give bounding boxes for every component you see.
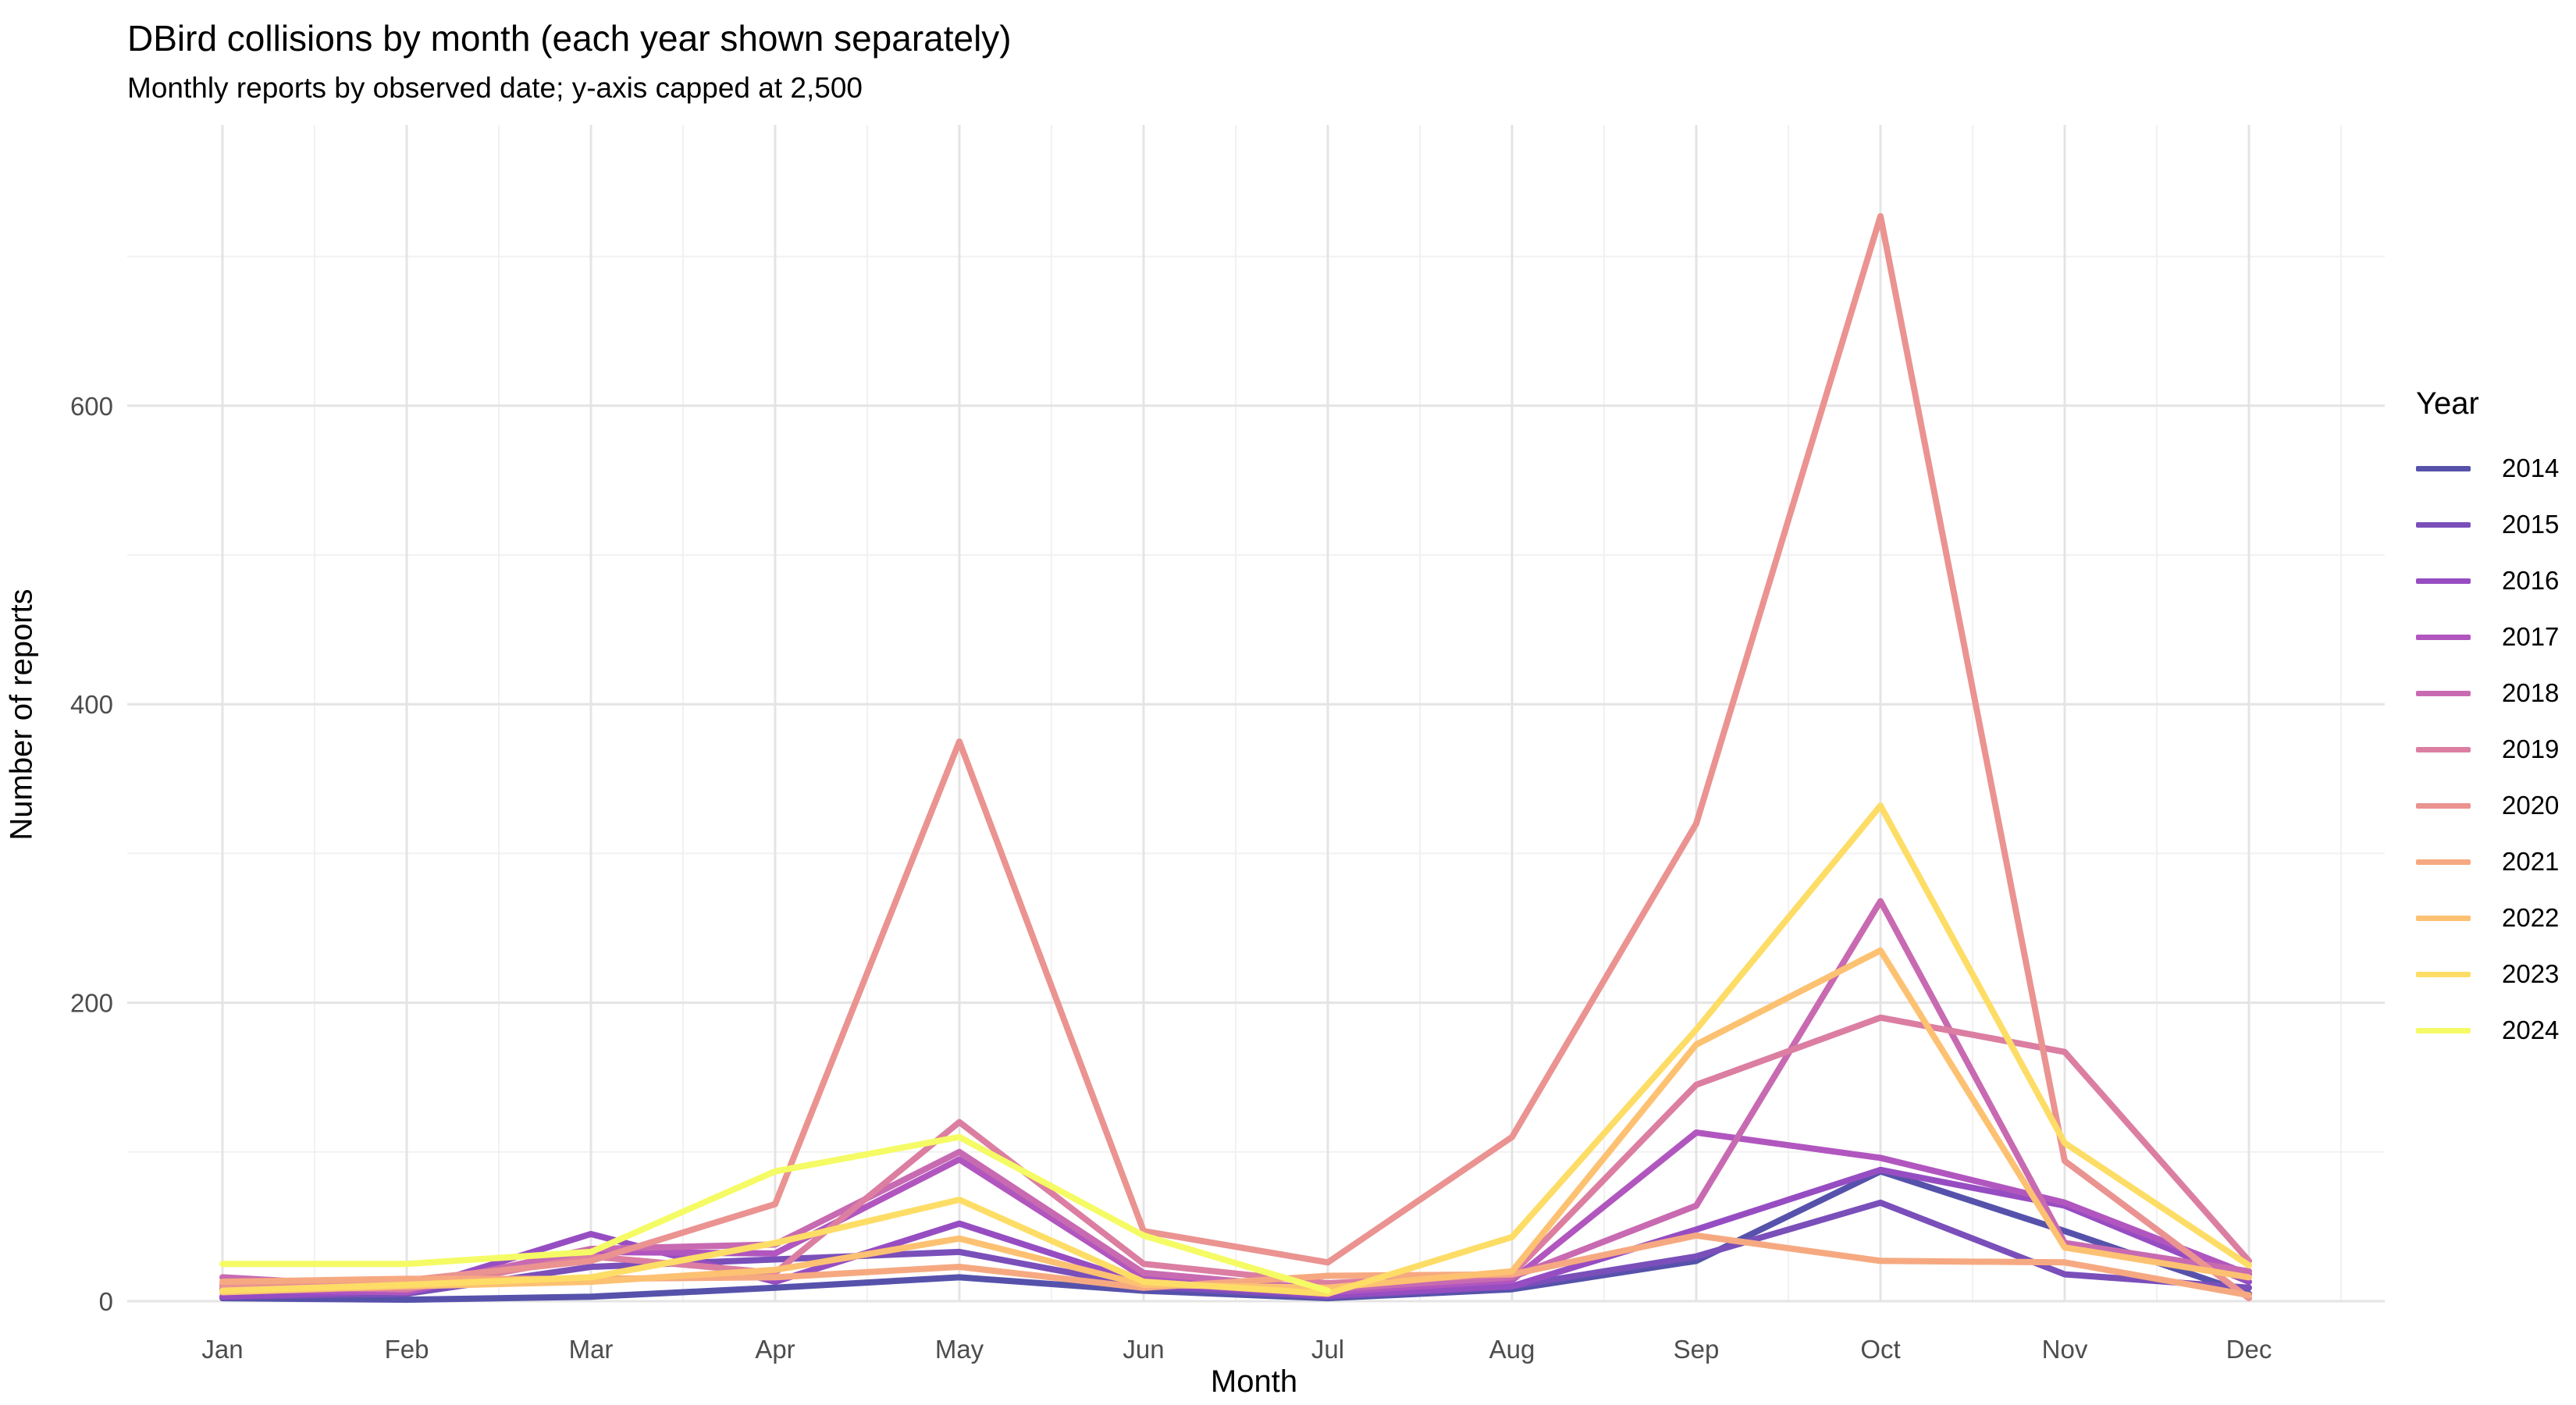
legend-label-2014: 2014 <box>2502 454 2560 482</box>
x-tick-label: May <box>935 1335 984 1364</box>
y-tick-label: 200 <box>70 989 113 1018</box>
legend-label-2020: 2020 <box>2502 791 2560 820</box>
x-tick-label: Oct <box>1860 1335 1900 1364</box>
legend-item-2017: 2017 <box>2416 621 2559 653</box>
series-line-2020 <box>219 212 2252 1302</box>
legend-label-2015: 2015 <box>2502 510 2560 539</box>
chart-title: DBird collisions by month (each year sho… <box>127 18 1012 59</box>
legend-item-2016: 2016 <box>2416 565 2559 596</box>
x-tick-label: Aug <box>1489 1335 1535 1364</box>
x-tick-label: Apr <box>755 1335 795 1364</box>
legend-key-line-2022 <box>2416 915 2471 921</box>
series-line-2023 <box>219 802 2252 1297</box>
x-tick-label: Feb <box>385 1335 429 1364</box>
legend-label-2016: 2016 <box>2502 566 2560 595</box>
x-tick-label: Nov <box>2042 1335 2088 1364</box>
legend-key-line-2019 <box>2416 746 2471 752</box>
legend-key-line-2015 <box>2416 521 2471 528</box>
legend-label-2018: 2018 <box>2502 678 2560 707</box>
x-tick-label: Jul <box>1311 1335 1344 1364</box>
series-line-2024 <box>219 1133 1331 1294</box>
legend-key-line-2018 <box>2416 690 2471 696</box>
x-tick-label: Jun <box>1123 1335 1164 1364</box>
legend-item-2019: 2019 <box>2416 734 2559 765</box>
legend-key-line-2023 <box>2416 971 2471 977</box>
legend-label-2017: 2017 <box>2502 622 2560 651</box>
legend-item-2014: 2014 <box>2416 453 2559 484</box>
y-axis-title: Number of reports <box>4 589 39 841</box>
legend-key-line-2024 <box>2416 1027 2471 1033</box>
chart-subtitle: Monthly reports by observed date; y-axis… <box>127 72 863 104</box>
legend-label-2019: 2019 <box>2502 735 2560 763</box>
y-tick-label: 600 <box>70 392 113 421</box>
legend-key-line-2021 <box>2416 859 2471 865</box>
legend-item-2024: 2024 <box>2416 1015 2559 1046</box>
legend-key-line-2014 <box>2416 465 2471 471</box>
legend-key-line-2016 <box>2416 578 2471 584</box>
x-tick-label: Dec <box>2226 1335 2272 1364</box>
legend: Year 2014 2015 2016 2017 2018 2019 2020 2021 202… <box>2416 386 2559 1044</box>
x-tick-label: Sep <box>1674 1335 1720 1364</box>
legend-label-2023: 2023 <box>2502 959 2560 988</box>
legend-item-2022: 2022 <box>2416 902 2559 934</box>
legend-key-line-2020 <box>2416 802 2471 809</box>
y-tick-label: 0 <box>99 1287 113 1316</box>
legend-key-line-2017 <box>2416 634 2471 640</box>
legend-label-2021: 2021 <box>2502 847 2560 876</box>
legend-item-2023: 2023 <box>2416 959 2559 990</box>
legend-item-2020: 2020 <box>2416 790 2559 821</box>
legend-label-2024: 2024 <box>2502 1016 2560 1044</box>
x-tick-label: Jan <box>201 1335 243 1364</box>
legend-item-2021: 2021 <box>2416 846 2559 877</box>
legend-label-2022: 2022 <box>2502 903 2560 932</box>
y-tick-label: 400 <box>70 690 113 719</box>
legend-item-2018: 2018 <box>2416 678 2559 709</box>
legend-item-2015: 2015 <box>2416 509 2559 540</box>
x-axis-title: Month <box>1210 1364 1298 1399</box>
legend-title: Year <box>2416 386 2479 421</box>
x-tick-label: Mar <box>569 1335 614 1364</box>
